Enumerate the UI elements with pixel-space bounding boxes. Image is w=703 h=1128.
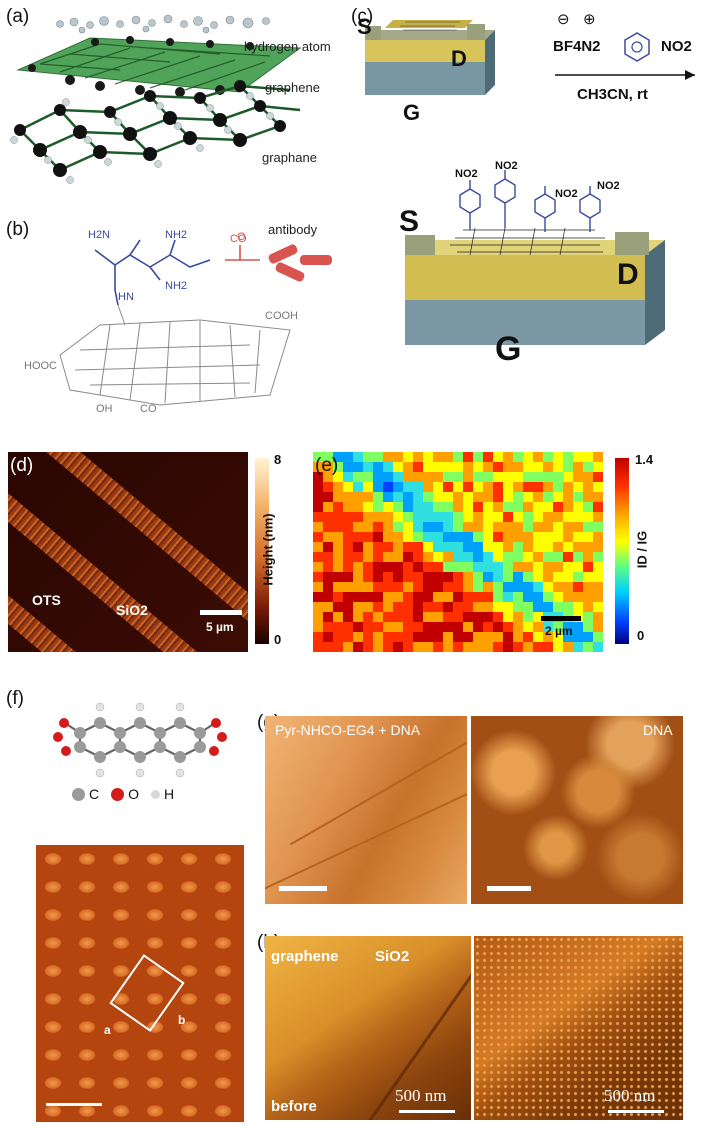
- scalebar-d-label: 5 µm: [206, 620, 234, 634]
- afm-dna-image: DNA: [471, 716, 683, 904]
- panel-b-label: (b): [6, 219, 30, 240]
- panel-a-label: (a): [6, 6, 30, 27]
- b-group-hn: HN: [118, 291, 134, 303]
- unit-cell-overlay: [109, 954, 185, 1032]
- b-group-co: CO: [140, 403, 157, 415]
- h-divider: [471, 936, 474, 1120]
- nitro-label-3: NO2: [555, 188, 578, 200]
- drain-label-small: D: [451, 46, 467, 71]
- height-colorbar: [255, 458, 269, 644]
- hydrogen-legend-icon: [151, 789, 161, 799]
- hydrogen-atom-label: hydrogen atom: [244, 39, 331, 54]
- device-before: [365, 20, 495, 95]
- device-after: [405, 170, 665, 345]
- scalebar-e-label: 2 µm: [545, 624, 573, 638]
- panel-d-label: (d): [10, 455, 34, 476]
- h-before-label: before: [271, 1098, 317, 1115]
- ratio-colorbar-max: 1.4: [635, 452, 654, 467]
- raman-ratio-map: 2 µm: [313, 452, 603, 652]
- nitro-label-4: NO2: [597, 180, 620, 192]
- panel-h: (h) graphene SiO2 before 500 nm 500 nm: [255, 930, 703, 1128]
- stm-image: a b: [36, 845, 244, 1122]
- ptcda-molecule: [53, 702, 227, 778]
- antibody-icon: [268, 244, 332, 282]
- g-left-title: Pyr-NHCO-EG4 + DNA: [275, 722, 421, 738]
- b-group-cooh-1: COOH: [265, 310, 298, 322]
- graphene-sheet: [16, 37, 302, 93]
- ratio-colorbar-min: 0: [637, 628, 645, 643]
- height-colorbar-min: 0: [274, 632, 282, 647]
- reagent-nitro: NO2: [661, 38, 692, 55]
- scalebar-d: [200, 610, 242, 615]
- atom-legend: C O H: [72, 785, 174, 803]
- carbon-legend-icon: [72, 787, 85, 801]
- scalebar-f: [46, 1103, 102, 1106]
- b-group-h2n: H2N: [88, 229, 111, 241]
- b-group-oh: OH: [96, 403, 113, 415]
- panel-c: (c): [345, 0, 703, 425]
- ratio-colorbar-title: ID / IG: [634, 530, 650, 569]
- h-sio2-label: SiO2: [375, 948, 410, 965]
- fet-device-scheme: [365, 20, 695, 345]
- scalebar-h-right: [608, 1110, 664, 1113]
- scalebar-h-left: [399, 1110, 455, 1113]
- b-group-co-2: CO: [230, 233, 247, 245]
- scalebar-e: [541, 616, 581, 621]
- nitro-label-2: NO2: [495, 160, 518, 172]
- graphane-lattice: [19, 84, 301, 172]
- graphene-label: graphene: [265, 80, 320, 95]
- oxygen-legend-label: O: [128, 786, 140, 802]
- h-scalebar-right-label: 500 nm: [604, 1086, 656, 1105]
- b-group-hooc: HOOC: [24, 360, 57, 372]
- ots-label: OTS: [32, 592, 61, 608]
- panel-e-label: (e): [315, 455, 339, 476]
- panel-g: (g) Pyr-NHCO-EG4 + DNA DNA: [255, 710, 703, 910]
- source-label-small: S: [357, 14, 372, 39]
- source-label-large: S: [399, 205, 420, 238]
- graphane-structure-illustration: [10, 14, 302, 184]
- graphane-label: graphane: [262, 150, 317, 165]
- height-colorbar-max: 8: [274, 452, 282, 467]
- b-group-nh2: NH2: [165, 229, 188, 241]
- afm-pyr-dna-image: Pyr-NHCO-EG4 + DNA: [265, 716, 467, 904]
- gate-label-small: G: [403, 100, 421, 125]
- reaction-conditions: CH3CN, rt: [577, 86, 648, 103]
- hydrogen-legend-label: H: [164, 786, 175, 802]
- panel-f-label: (f): [6, 688, 24, 709]
- antibody-conjugation-scheme: [59, 239, 332, 406]
- panel-a: (a): [0, 0, 345, 205]
- carbon-legend-label: C: [89, 786, 100, 802]
- sio2-label: SiO2: [116, 602, 148, 618]
- panel-c-label: (c): [351, 6, 374, 27]
- reagent-charge-plus: ⊕: [583, 11, 596, 28]
- b-group-nh2-2: NH2: [165, 280, 188, 292]
- scalebar-g-left: [279, 886, 327, 891]
- hydrogen-atoms: [56, 14, 270, 34]
- afm-height-image: OTS SiO2 5 µm: [8, 452, 248, 652]
- ratio-colorbar: [615, 458, 629, 644]
- scalebar-g-right: [487, 886, 531, 891]
- g-right-title: DNA: [643, 722, 673, 738]
- panel-d: OTS SiO2 5 µm (d) 8 0 Height (nm): [0, 450, 300, 655]
- drain-label-large: D: [617, 258, 639, 291]
- antibody-label: antibody: [268, 222, 318, 237]
- oxygen-legend-icon: [111, 787, 125, 801]
- height-colorbar-title: Height (nm): [260, 513, 276, 586]
- panel-b: (b) antibody H2N NH2 COOH HOOC OH CO HN: [0, 205, 345, 425]
- h-graphene-label: graphene: [271, 948, 339, 965]
- gate-label-large: G: [495, 330, 522, 368]
- panel-f: (f) C O: [0, 680, 255, 1128]
- panel-e: 2 µm (e) 1.4 0 ID / IG: [305, 450, 703, 655]
- afm-before-image: graphene SiO2 before 500 nm: [265, 936, 471, 1120]
- reagent-charge-minus: ⊖: [557, 11, 570, 28]
- afm-after-image: 500 nm: [474, 936, 683, 1120]
- h-scalebar-left-label: 500 nm: [395, 1086, 447, 1105]
- reagent-formula: BF4N2: [553, 38, 601, 55]
- nitro-label-1: NO2: [455, 168, 478, 180]
- b-group-o: O: [237, 231, 246, 243]
- cell-label-a: a: [104, 1023, 111, 1037]
- cell-label-b: b: [178, 1013, 186, 1027]
